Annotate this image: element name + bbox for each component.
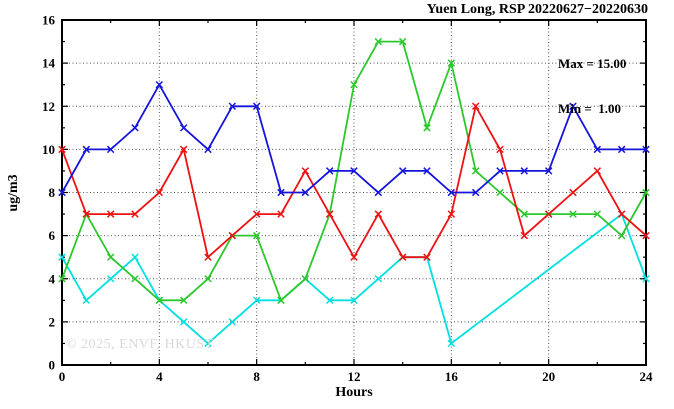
x-tick-label: 8 <box>253 369 260 384</box>
y-axis-label: ug/m3 <box>6 174 21 212</box>
x-axis-label: Hours <box>335 385 373 400</box>
watermark: © 2025, ENVF, HKUST <box>66 337 214 352</box>
y-tick-label: 10 <box>42 142 55 157</box>
y-tick-label: 4 <box>49 271 56 286</box>
x-tick-label: 24 <box>640 369 654 384</box>
y-tick-label: 6 <box>49 228 56 243</box>
y-tick-label: 8 <box>49 185 56 200</box>
x-tick-label: 4 <box>156 369 163 384</box>
max-annotation: Max = 15.00 <box>558 56 627 71</box>
chart-title: Yuen Long, RSP 20220627−20220630 <box>426 2 648 17</box>
y-tick-label: 14 <box>42 56 56 71</box>
x-tick-label: 16 <box>445 369 459 384</box>
x-tick-label: 12 <box>348 369 361 384</box>
blue-series-markers <box>58 80 650 197</box>
red-series-markers <box>58 102 650 261</box>
min-annotation: Min = 1.00 <box>558 101 622 116</box>
y-tick-label: 16 <box>42 13 56 28</box>
x-tick-label: 0 <box>59 369 66 384</box>
x-tick-label: 20 <box>542 369 555 384</box>
y-tick-label: 2 <box>49 314 56 329</box>
y-tick-label: 12 <box>42 99 55 114</box>
maxmin-annotation: Max = 15.00 Min = 1.00 <box>558 26 626 146</box>
y-tick-label: 0 <box>49 358 56 373</box>
